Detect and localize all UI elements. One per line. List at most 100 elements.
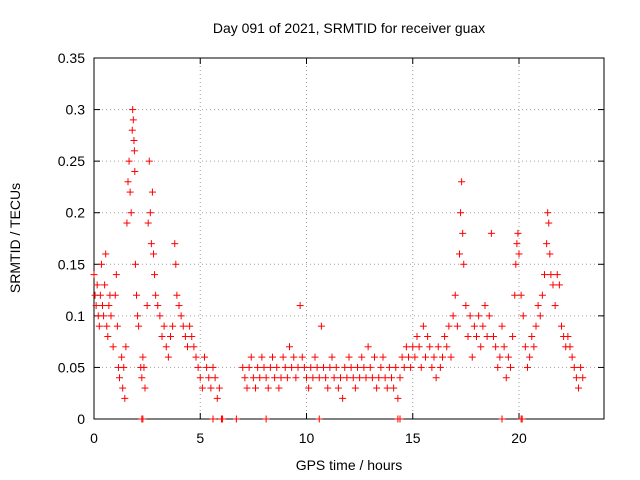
data-point [305, 384, 313, 392]
data-point [568, 353, 576, 361]
data-point [551, 302, 559, 310]
data-point [266, 363, 274, 371]
data-point [151, 271, 159, 279]
data-point [109, 343, 117, 351]
chart-title: Day 091 of 2021, SRMTID for receiver gua… [213, 20, 485, 36]
data-point [538, 291, 546, 299]
data-point [103, 322, 111, 330]
data-point [570, 363, 578, 371]
y-tick-label: 0.15 [58, 256, 85, 272]
data-point [558, 322, 565, 330]
data-point [241, 374, 249, 382]
data-point [544, 209, 552, 217]
data-point [328, 353, 336, 361]
data-point [124, 178, 132, 186]
data-point [339, 394, 347, 402]
data-point [371, 353, 378, 361]
y-tick-label: 0 [77, 411, 85, 427]
data-point [131, 167, 139, 175]
data-point [473, 332, 480, 340]
data-point [181, 332, 189, 340]
data-point [424, 332, 432, 340]
data-point [415, 343, 423, 351]
x-tick-label: 20 [511, 430, 527, 446]
data-point [169, 322, 177, 330]
data-point [320, 363, 327, 371]
data-point [243, 384, 251, 392]
data-point [356, 374, 364, 382]
data-point [362, 374, 370, 382]
data-point [481, 302, 489, 310]
data-point [126, 188, 134, 196]
x-tick-label: 15 [405, 430, 421, 446]
data-point [375, 374, 383, 382]
data-point [156, 312, 164, 320]
data-point [502, 374, 510, 382]
data-point [317, 322, 325, 330]
data-point [546, 250, 554, 258]
data-point [466, 312, 474, 320]
data-point [577, 363, 585, 371]
data-point [377, 363, 385, 371]
data-point [513, 240, 521, 248]
data-point [500, 343, 508, 351]
data-point [530, 343, 538, 351]
data-point [332, 363, 340, 371]
data-point [213, 394, 221, 402]
data-point [140, 363, 148, 371]
data-point [271, 374, 279, 382]
data-point [512, 260, 520, 268]
data-point [547, 271, 555, 279]
data-point [524, 363, 531, 371]
data-point [477, 343, 485, 351]
data-point [464, 332, 472, 340]
data-point [111, 291, 119, 299]
data-point [373, 384, 381, 392]
x-axis-label: GPS time / hours [296, 457, 403, 473]
data-point [143, 302, 151, 310]
data-point [479, 322, 487, 330]
data-point [519, 312, 527, 320]
data-point [129, 116, 137, 124]
data-point [498, 322, 506, 330]
data-point [309, 374, 317, 382]
data-point [209, 415, 217, 423]
data-point [95, 322, 103, 330]
data-point [128, 126, 136, 134]
data-point [245, 363, 253, 371]
data-point [468, 353, 476, 361]
data-point [430, 353, 438, 361]
data-point [296, 302, 304, 310]
data-point [198, 384, 206, 392]
data-point [354, 363, 361, 371]
data-point [260, 363, 268, 371]
data-point [543, 240, 551, 248]
data-point [460, 260, 468, 268]
data-point [409, 343, 417, 351]
data-point [97, 260, 105, 268]
data-point [507, 363, 514, 371]
data-point [219, 415, 227, 423]
y-tick-label: 0.25 [58, 153, 85, 169]
data-point [485, 312, 493, 320]
data-point [313, 363, 321, 371]
data-point [290, 353, 298, 361]
data-point [541, 271, 548, 279]
data-point [262, 415, 270, 423]
data-point [396, 374, 404, 382]
data-point [90, 271, 98, 279]
data-point [120, 363, 128, 371]
data-point [390, 384, 398, 392]
data-point [129, 106, 137, 114]
data-point [413, 332, 421, 340]
data-point [368, 374, 376, 382]
data-point [101, 281, 109, 289]
data-point [145, 157, 153, 165]
data-point [417, 363, 425, 371]
data-point [102, 250, 110, 258]
data-point [232, 415, 240, 423]
data-point [192, 353, 200, 361]
data-point [334, 384, 342, 392]
